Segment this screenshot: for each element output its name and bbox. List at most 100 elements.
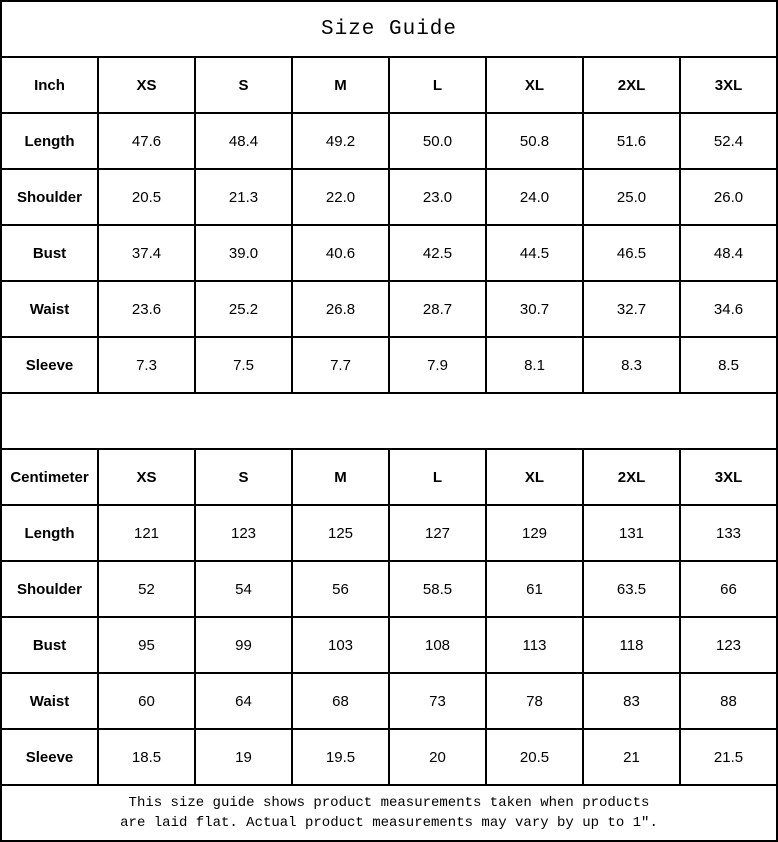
measurement-value: 63.5 bbox=[582, 560, 681, 618]
measurement-value: 48.4 bbox=[194, 112, 293, 170]
size-column-header: M bbox=[291, 448, 390, 506]
measurement-value: 60 bbox=[97, 672, 196, 730]
measurement-row: Shoulder 20.5 21.3 22.0 23.0 24.0 25.0 26.0 bbox=[0, 168, 778, 226]
measurement-value: 49.2 bbox=[291, 112, 390, 170]
footer-line-2: are laid flat. Actual product measuremen… bbox=[120, 815, 658, 831]
measurement-value: 26.8 bbox=[291, 280, 390, 338]
size-column-header: XL bbox=[485, 448, 584, 506]
measurement-value: 51.6 bbox=[582, 112, 681, 170]
measurement-value: 19.5 bbox=[291, 728, 390, 786]
measurement-row: Length 121 123 125 127 129 131 133 bbox=[0, 504, 778, 562]
size-column-header: 3XL bbox=[679, 56, 778, 114]
measurement-value: 58.5 bbox=[388, 560, 487, 618]
size-column-header: XL bbox=[485, 56, 584, 114]
measurement-value: 30.7 bbox=[485, 280, 584, 338]
measurement-value: 18.5 bbox=[97, 728, 196, 786]
measurement-value: 8.1 bbox=[485, 336, 584, 394]
measurement-row: Waist 23.6 25.2 26.8 28.7 30.7 32.7 34.6 bbox=[0, 280, 778, 338]
table-gap bbox=[0, 392, 778, 450]
measurement-value: 125 bbox=[291, 504, 390, 562]
size-column-header: XS bbox=[97, 448, 196, 506]
measurement-value: 7.3 bbox=[97, 336, 196, 394]
measurement-label: Bust bbox=[0, 224, 99, 282]
size-column-header: 2XL bbox=[582, 56, 681, 114]
measurement-value: 121 bbox=[97, 504, 196, 562]
measurement-row: Shoulder 52 54 56 58.5 61 63.5 66 bbox=[0, 560, 778, 618]
measurement-value: 88 bbox=[679, 672, 778, 730]
measurement-value: 8.5 bbox=[679, 336, 778, 394]
measurement-label: Length bbox=[0, 112, 99, 170]
centimeter-table-body: Centimeter XS S M L XL 2XL 3XL Length 121 123 125 12… bbox=[0, 448, 778, 786]
measurement-value: 25.0 bbox=[582, 168, 681, 226]
measurement-value: 118 bbox=[582, 616, 681, 674]
measurement-value: 113 bbox=[485, 616, 584, 674]
measurement-label: Shoulder bbox=[0, 168, 99, 226]
size-column-header: S bbox=[194, 56, 293, 114]
measurement-label: Waist bbox=[0, 280, 99, 338]
measurement-value: 47.6 bbox=[97, 112, 196, 170]
title-row: Size Guide bbox=[0, 0, 778, 58]
size-column-header: 2XL bbox=[582, 448, 681, 506]
size-column-header: L bbox=[388, 56, 487, 114]
measurement-row: Sleeve 18.5 19 19.5 20 20.5 21 21.5 bbox=[0, 728, 778, 786]
measurement-value: 64 bbox=[194, 672, 293, 730]
measurement-value: 44.5 bbox=[485, 224, 584, 282]
measurement-value: 21.5 bbox=[679, 728, 778, 786]
measurement-value: 7.5 bbox=[194, 336, 293, 394]
measurement-value: 52.4 bbox=[679, 112, 778, 170]
measurement-value: 25.2 bbox=[194, 280, 293, 338]
title-section: Size Guide bbox=[0, 0, 778, 58]
size-column-header: 3XL bbox=[679, 448, 778, 506]
measurement-value: 34.6 bbox=[679, 280, 778, 338]
measurement-row: Bust 95 99 103 108 113 118 123 bbox=[0, 616, 778, 674]
measurement-value: 50.8 bbox=[485, 112, 584, 170]
measurement-row: Sleeve 7.3 7.5 7.7 7.9 8.1 8.3 8.5 bbox=[0, 336, 778, 394]
measurement-value: 133 bbox=[679, 504, 778, 562]
measurement-value: 21.3 bbox=[194, 168, 293, 226]
measurement-value: 7.9 bbox=[388, 336, 487, 394]
size-column-header: XS bbox=[97, 56, 196, 114]
measurement-value: 61 bbox=[485, 560, 584, 618]
measurement-value: 78 bbox=[485, 672, 584, 730]
footer-section: This size guide shows product measuremen… bbox=[0, 784, 778, 842]
measurement-value: 95 bbox=[97, 616, 196, 674]
measurement-value: 123 bbox=[194, 504, 293, 562]
measurement-value: 99 bbox=[194, 616, 293, 674]
measurement-row: Length 47.6 48.4 49.2 50.0 50.8 51.6 52.4 bbox=[0, 112, 778, 170]
size-column-header: M bbox=[291, 56, 390, 114]
measurement-value: 26.0 bbox=[679, 168, 778, 226]
table-gap-section bbox=[0, 392, 778, 450]
measurement-value: 20 bbox=[388, 728, 487, 786]
measurement-value: 66 bbox=[679, 560, 778, 618]
measurement-value: 20.5 bbox=[485, 728, 584, 786]
measurement-row: Waist 60 64 68 73 78 83 88 bbox=[0, 672, 778, 730]
size-header-row: Inch XS S M L XL 2XL 3XL bbox=[0, 56, 778, 114]
measurement-value: 50.0 bbox=[388, 112, 487, 170]
measurement-value: 22.0 bbox=[291, 168, 390, 226]
footer-note: This size guide shows product measuremen… bbox=[0, 784, 778, 842]
measurement-value: 48.4 bbox=[679, 224, 778, 282]
gap-row bbox=[0, 392, 778, 450]
footer-row: This size guide shows product measuremen… bbox=[0, 784, 778, 842]
measurement-value: 54 bbox=[194, 560, 293, 618]
unit-label-cell: Centimeter bbox=[0, 448, 99, 506]
measurement-value: 23.0 bbox=[388, 168, 487, 226]
measurement-value: 73 bbox=[388, 672, 487, 730]
measurement-label: Waist bbox=[0, 672, 99, 730]
measurement-value: 28.7 bbox=[388, 280, 487, 338]
measurement-label: Sleeve bbox=[0, 728, 99, 786]
size-header-row: Centimeter XS S M L XL 2XL 3XL bbox=[0, 448, 778, 506]
unit-label-cell: Inch bbox=[0, 56, 99, 114]
measurement-value: 19 bbox=[194, 728, 293, 786]
measurement-value: 23.6 bbox=[97, 280, 196, 338]
measurement-value: 37.4 bbox=[97, 224, 196, 282]
measurement-label: Bust bbox=[0, 616, 99, 674]
measurement-value: 24.0 bbox=[485, 168, 584, 226]
page-title: Size Guide bbox=[0, 0, 778, 58]
measurement-value: 7.7 bbox=[291, 336, 390, 394]
size-column-header: L bbox=[388, 448, 487, 506]
measurement-value: 21 bbox=[582, 728, 681, 786]
inch-table-body: Inch XS S M L XL 2XL 3XL Length 47.6 48.4 49.2 50.0 5… bbox=[0, 56, 778, 394]
